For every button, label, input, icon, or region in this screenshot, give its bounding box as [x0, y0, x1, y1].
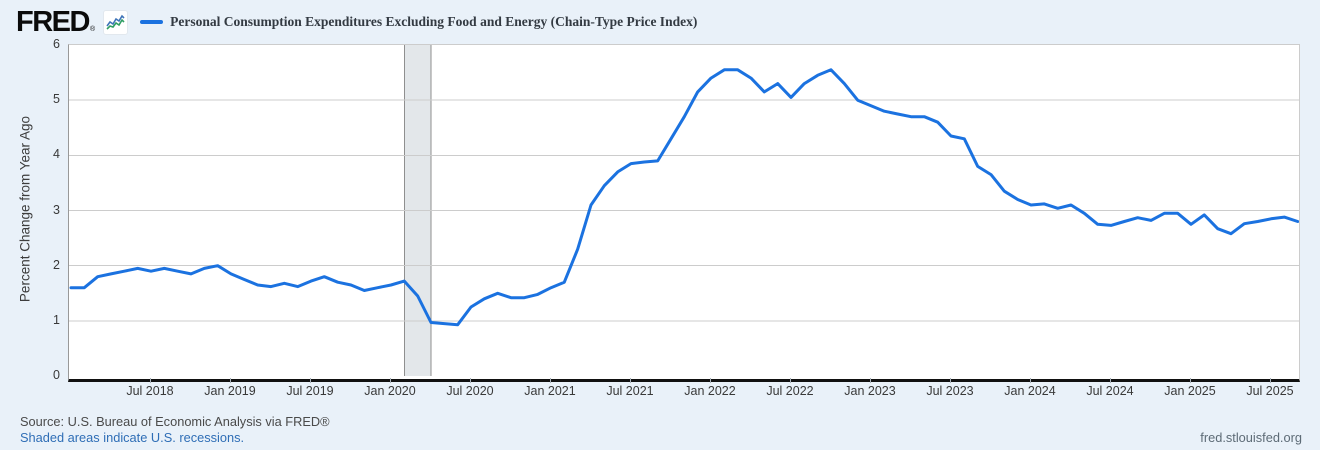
x-tick-mark: [1109, 378, 1111, 383]
y-tick-label: 2: [53, 257, 60, 272]
registered-trademark: ®: [89, 26, 96, 33]
x-tick-mark: [389, 378, 391, 383]
fred-logo[interactable]: FRED ®: [16, 6, 96, 38]
x-tick-mark: [309, 378, 311, 383]
y-tick-label: 4: [53, 147, 60, 162]
plot-area[interactable]: [68, 44, 1300, 382]
y-tick-label: 5: [53, 92, 60, 107]
y-tick-label: 6: [53, 37, 60, 51]
x-tick-label: Jan 2021: [524, 384, 576, 398]
x-tick-label: Jan 2019: [204, 384, 256, 398]
fred-site-link[interactable]: fred.stlouisfed.org: [1200, 430, 1302, 445]
chart-title: Personal Consumption Expenditures Exclud…: [170, 14, 698, 29]
x-tick-mark: [949, 378, 951, 383]
y-tick-label: 0: [53, 368, 60, 382]
x-tick-label: Jan 2025: [1164, 384, 1216, 398]
x-tick-mark: [1189, 378, 1191, 383]
series-legend-swatch: [140, 20, 164, 24]
x-tick-label: Jul 2020: [446, 384, 494, 398]
x-tick-label: Jul 2025: [1246, 384, 1294, 398]
fred-logo-text: FRED: [16, 6, 90, 38]
x-tick-mark: [629, 378, 631, 383]
recession-note-link[interactable]: Shaded areas indicate U.S. recessions.: [20, 430, 245, 445]
x-tick-mark: [229, 378, 231, 383]
source-attribution: Source: U.S. Bureau of Economic Analysis…: [20, 414, 330, 429]
x-tick-label: Jul 2024: [1086, 384, 1134, 398]
x-tick-mark: [709, 378, 711, 383]
y-tick-label: 3: [53, 202, 60, 217]
x-tick-label: Jan 2020: [364, 384, 416, 398]
x-tick-mark: [149, 378, 151, 383]
y-axis-title: Percent Change from Year Ago: [17, 115, 33, 303]
x-tick-mark: [1029, 378, 1031, 383]
x-tick-mark: [869, 378, 871, 383]
x-tick-label: Jan 2022: [684, 384, 736, 398]
x-tick-mark: [789, 378, 791, 383]
x-tick-label: Jul 2019: [286, 384, 334, 398]
chart-canvas: [69, 45, 1299, 376]
x-tick-mark: [1269, 378, 1271, 383]
y-tick-label: 1: [53, 312, 60, 327]
x-tick-mark: [549, 378, 551, 383]
line-chart-icon: [103, 9, 129, 35]
pce-line-series: [69, 68, 1299, 327]
x-tick-label: Jul 2021: [606, 384, 654, 398]
x-tick-label: Jan 2024: [1004, 384, 1056, 398]
x-tick-mark: [469, 378, 471, 383]
chart-header: FRED ® Personal Consumption Expenditures…: [16, 6, 697, 38]
x-tick-label: Jul 2018: [126, 384, 174, 398]
x-tick-label: Jul 2023: [926, 384, 974, 398]
x-tick-label: Jul 2022: [766, 384, 814, 398]
x-tick-label: Jan 2023: [844, 384, 896, 398]
